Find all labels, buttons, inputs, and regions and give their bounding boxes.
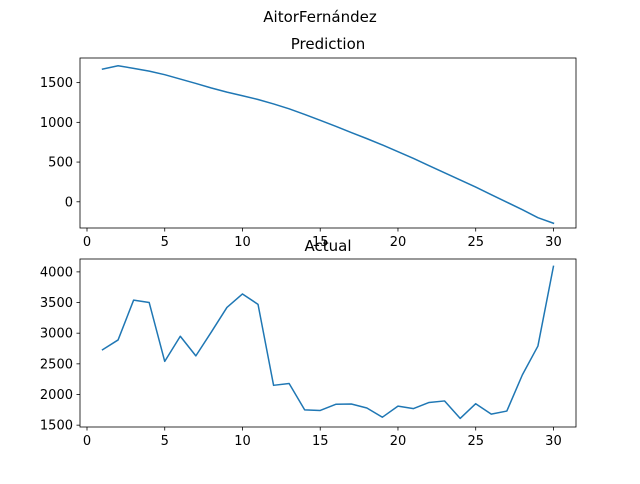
- x-tick-label: 20: [390, 434, 407, 449]
- x-tick-label: 0: [83, 235, 91, 250]
- y-tick-label: 3500: [40, 296, 73, 311]
- x-tick-label: 25: [467, 235, 484, 250]
- subplot-title: Prediction: [291, 35, 366, 53]
- x-tick-label: 0: [83, 434, 91, 449]
- y-tick-label: 0: [65, 195, 73, 210]
- x-tick-label: 15: [312, 434, 329, 449]
- x-tick-label: 5: [161, 434, 169, 449]
- x-tick-label: 30: [545, 235, 562, 250]
- subplot-prediction: Prediction 0 5 10 15 20 25 30 0 500 1000 1500: [40, 35, 577, 250]
- y-tick-label: 1000: [40, 116, 73, 131]
- x-tick-label: 10: [234, 235, 251, 250]
- subplot-title: Actual: [305, 237, 352, 255]
- axes-frame: [79, 57, 577, 229]
- series-line: [101, 265, 555, 420]
- x-tick-label: 5: [161, 235, 169, 250]
- y-tick-label: 2000: [40, 388, 73, 403]
- y-tick-label: 1500: [40, 419, 73, 434]
- x-tick-label: 15: [312, 235, 329, 250]
- axes-frame: [79, 258, 577, 428]
- x-tick-label: 30: [545, 434, 562, 449]
- x-tick-label: 20: [390, 235, 407, 250]
- x-tick-label: 25: [467, 434, 484, 449]
- x-tick-label: 10: [234, 434, 251, 449]
- y-tick-label: 1500: [40, 76, 73, 91]
- y-tick-label: 3000: [40, 327, 73, 342]
- series-line: [101, 65, 555, 225]
- subplot-actual: Actual 0 5 10 15 20 25 30 1500 2000 2500 3000 3500 4…: [40, 237, 577, 449]
- y-tick-label: 2500: [40, 357, 73, 372]
- y-tick-label: 4000: [40, 265, 73, 280]
- figure-suptitle: AitorFernández: [263, 8, 377, 26]
- y-tick-label: 500: [48, 156, 73, 171]
